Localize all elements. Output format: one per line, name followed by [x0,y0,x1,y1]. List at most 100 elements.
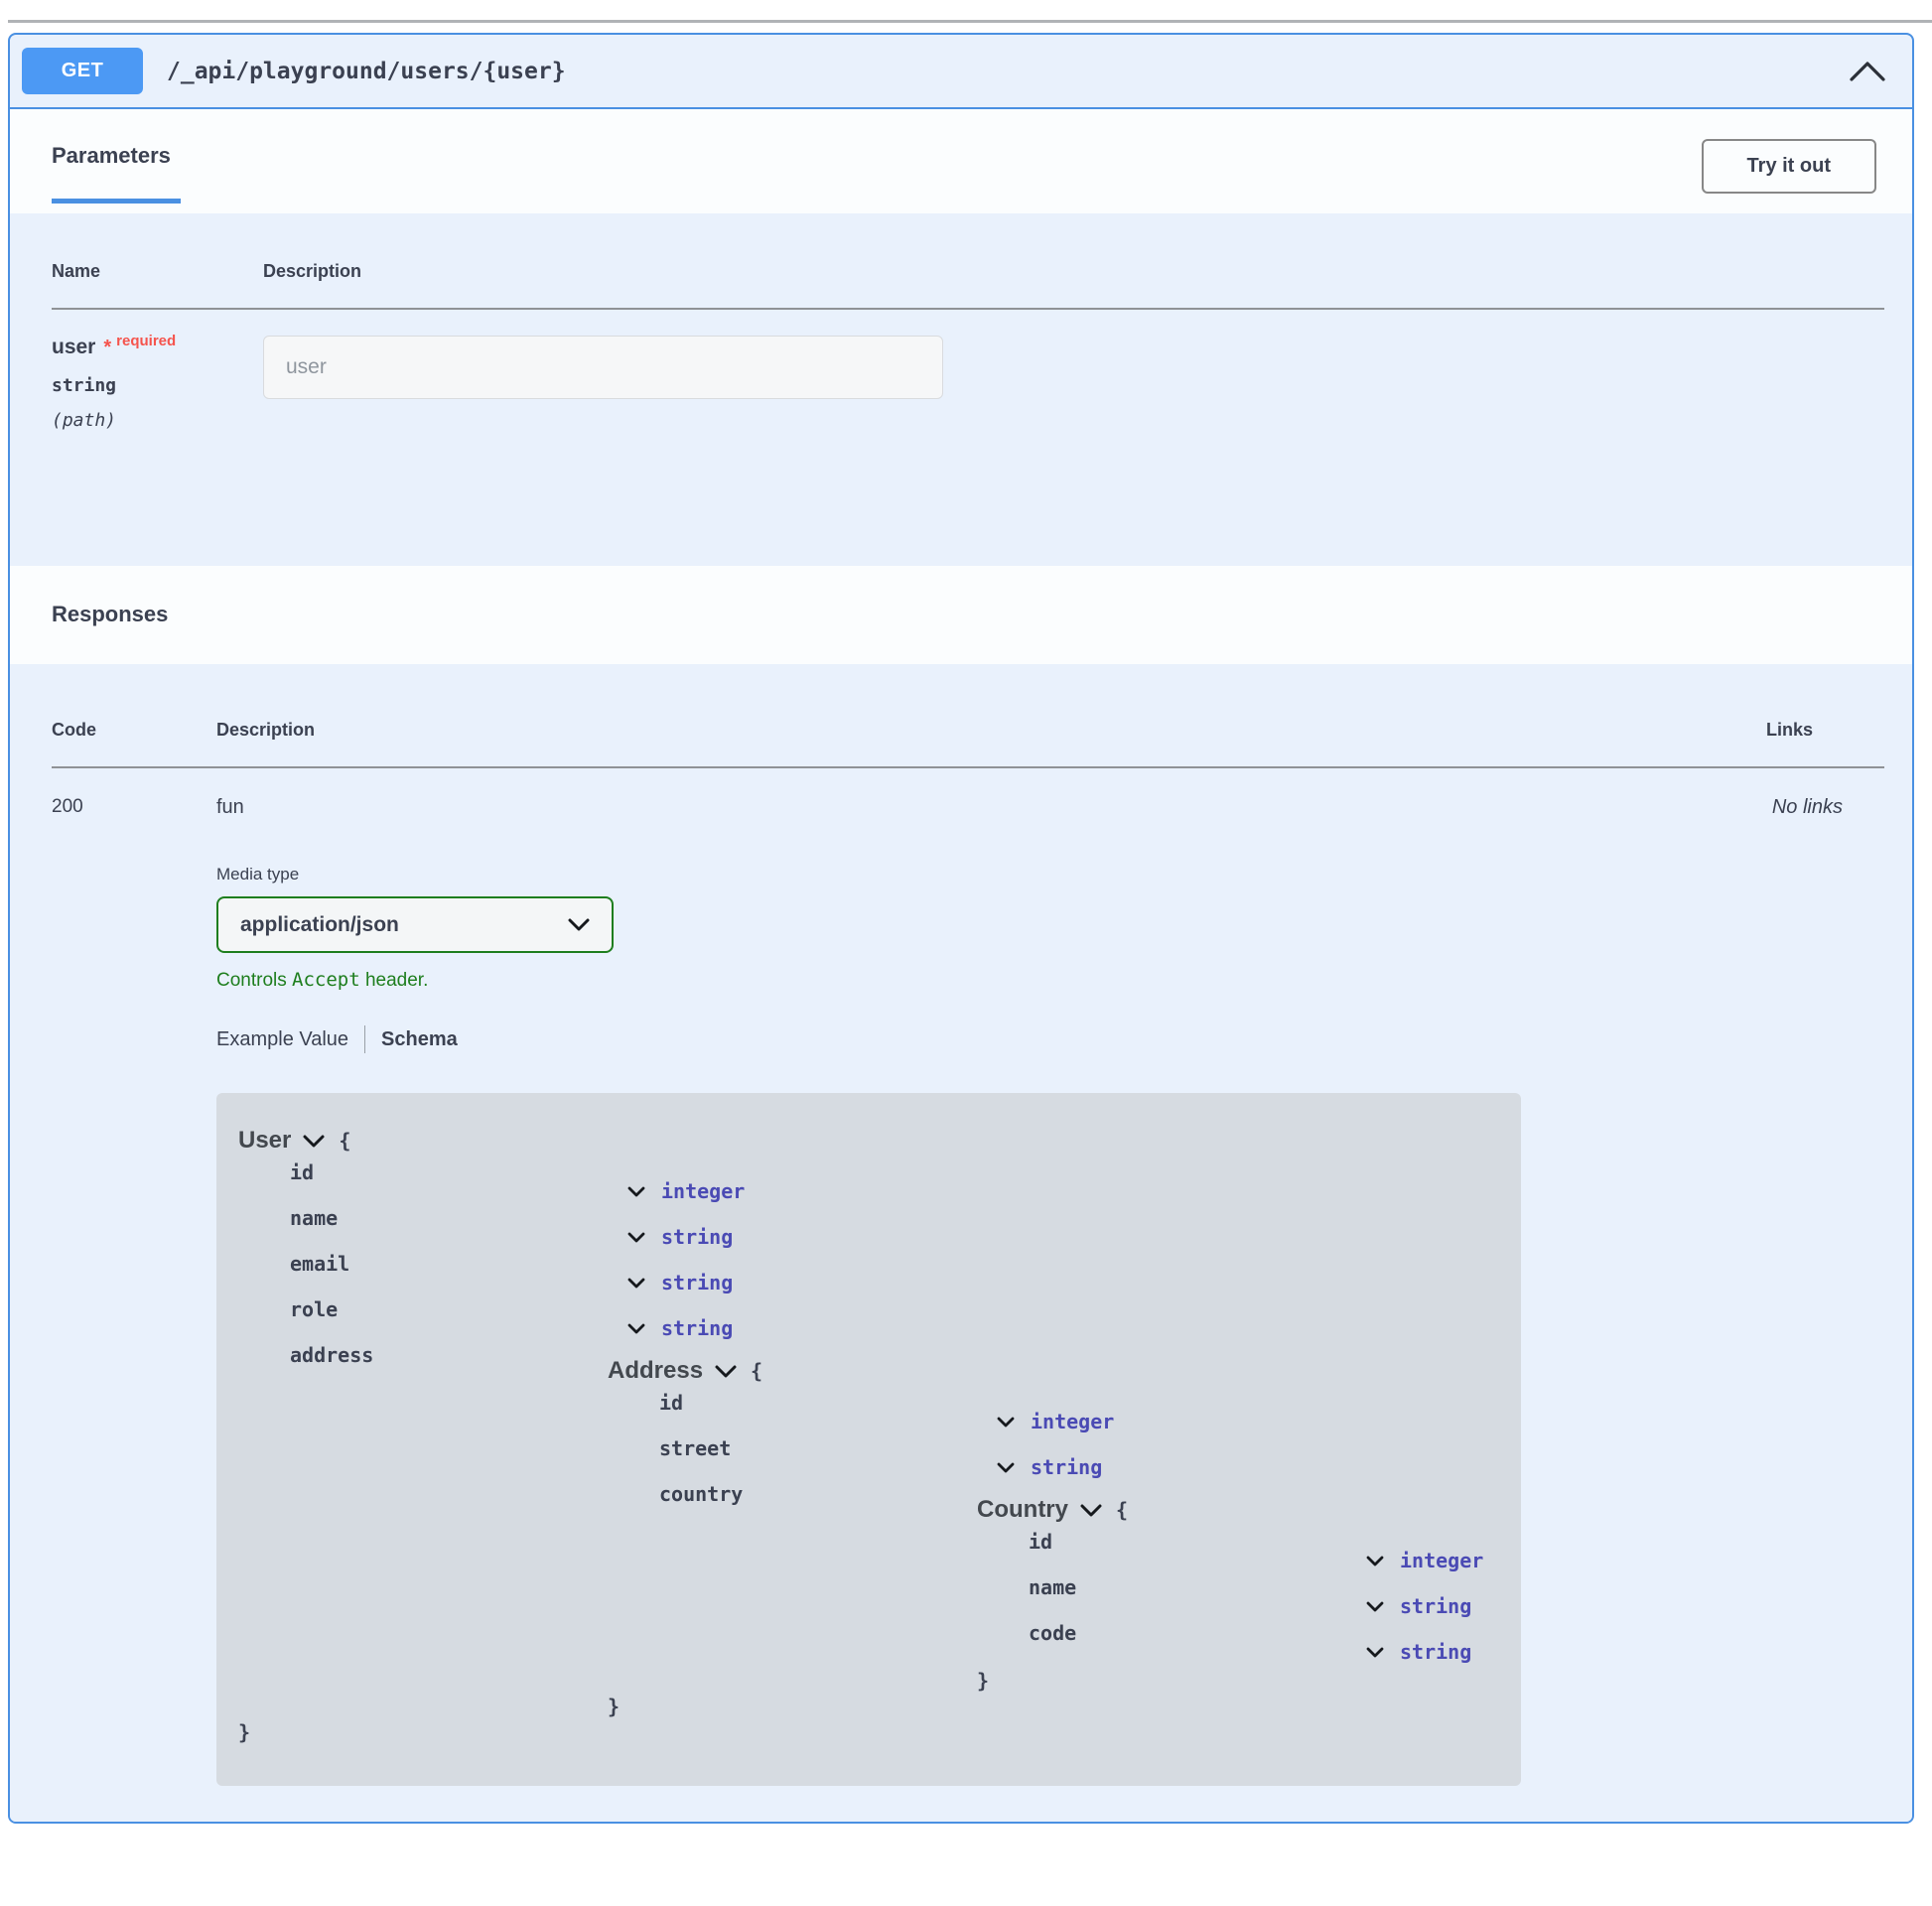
property-name: id [1029,1530,1053,1554]
schema-object-title: Country [977,1496,1068,1523]
tab-parameters[interactable]: Parameters [52,143,181,204]
brace-close: } [608,1695,621,1718]
schema-property-row: country Country { [659,1482,1483,1693]
column-header-links: Links [1765,720,1813,740]
chevron-down-icon [627,1232,645,1242]
property-type-toggle[interactable]: integer [1366,1549,1483,1572]
property-type: string [1400,1640,1472,1664]
parameters-band: Parameters Try it out [10,109,1912,213]
property-type-toggle[interactable]: integer [997,1410,1114,1433]
property-type: string [1031,1455,1103,1479]
chevron-down-icon [1366,1556,1384,1566]
response-row: 200 fun Media type application/json Cont… [52,796,1884,1786]
schema-property-row: id integer [659,1391,1483,1436]
responses-table-header: Code Description Links [52,720,1884,741]
property-type-toggle[interactable]: string [627,1271,733,1294]
schema-property-row: address Address { id [290,1343,1501,1718]
property-name: code [1029,1621,1077,1645]
response-links: No links [1771,796,1843,818]
chevron-down-icon [627,1323,645,1333]
parameters-table: Name Description user * required string (p… [10,213,1912,566]
chevron-down-icon [715,1365,737,1377]
chevron-down-icon [997,1417,1015,1427]
chevron-down-icon [1080,1504,1102,1516]
property-type: string [1400,1594,1472,1618]
response-description: fun [216,796,244,818]
response-code: 200 [52,796,83,817]
property-type-toggle[interactable]: string [627,1225,733,1249]
brace-close: } [977,1669,990,1693]
collapse-chevron-icon[interactable] [1849,61,1886,82]
chevron-down-icon [627,1278,645,1288]
brace-open: { [751,1359,763,1383]
schema-property-row: id integer [1029,1530,1483,1575]
property-type: string [661,1225,734,1249]
parameter-type: string [52,375,117,396]
property-type-toggle[interactable]: string [627,1316,733,1340]
chevron-down-icon [627,1186,645,1196]
schema-model-box: User { id integer [216,1093,1521,1786]
schema-object-country: Country { id [977,1496,1483,1693]
parameter-name-cell: user * required string (path) [52,333,263,431]
chevron-down-icon [568,918,590,931]
schema-object-title: User [238,1127,292,1154]
property-name: country [659,1482,744,1506]
property-type: integer [1031,1410,1115,1433]
property-name: name [290,1206,339,1230]
property-type: string [661,1271,734,1294]
tab-schema[interactable]: Schema [381,1027,458,1050]
media-type-selected: application/json [240,912,399,936]
brace-open: { [1116,1498,1129,1522]
schema-object-user: User { id integer [238,1127,1501,1744]
property-type: integer [661,1179,746,1203]
property-name: street [659,1436,732,1460]
brace-close: } [238,1720,251,1744]
property-type-toggle[interactable]: integer [627,1179,745,1203]
column-header-description: Description [216,720,316,740]
property-type-toggle[interactable]: string [997,1455,1102,1479]
schema-property-row: name string [290,1206,1501,1252]
hint-suffix: header. [359,970,429,991]
property-name: address [290,1343,374,1367]
property-name: role [290,1297,339,1321]
schema-object-country-toggle[interactable]: Country { [977,1496,1483,1524]
operation-header[interactable]: GET /_api/playground/users/{user} [10,35,1912,109]
property-name: id [290,1160,315,1184]
schema-property-row: role string [290,1297,1501,1343]
try-it-out-button[interactable]: Try it out [1701,139,1876,194]
column-header-code: Code [52,720,96,740]
accept-header-hint: Controls Accept header. [216,969,1656,992]
table-header-divider [52,766,1884,768]
schema-object-user-toggle[interactable]: User { [238,1127,1501,1155]
chevron-down-icon [1366,1601,1384,1611]
tab-separator [364,1025,366,1053]
parameter-name: user [52,336,96,358]
method-badge: GET [22,48,143,94]
operation-path: /_api/playground/users/{user} [167,58,566,84]
property-type-toggle[interactable]: string [1366,1594,1471,1618]
response-description-cell: fun Media type application/json Controls… [216,796,1656,1786]
operation-panel: GET /_api/playground/users/{user} Parame… [8,33,1914,1824]
property-type-toggle[interactable]: string [1366,1640,1471,1664]
table-header-divider [52,308,1884,310]
schema-object-address-toggle[interactable]: Address { [608,1357,1483,1385]
chevron-down-icon [303,1135,325,1147]
schema-property-row: code string [1029,1621,1483,1667]
required-label: required [116,333,177,349]
media-type-select[interactable]: application/json [216,896,614,953]
schema-property-row: id integer [290,1160,1501,1206]
tab-example-value[interactable]: Example Value [216,1027,349,1050]
chevron-down-icon [1366,1647,1384,1657]
schema-property-row: street string [659,1436,1483,1482]
responses-table: Code Description Links 200 fun Media typ… [10,664,1912,1822]
schema-object-title: Address [608,1357,704,1384]
chevron-down-icon [997,1462,1015,1472]
response-links-cell: No links [1656,796,1884,1786]
property-name: id [659,1391,684,1415]
parameter-row: user * required string (path) [52,310,1884,431]
parameter-value-input[interactable] [263,336,943,399]
model-view-tabs: Example Value Schema [216,1025,1656,1053]
responses-band: Responses [10,566,1912,664]
required-star: * [103,337,112,358]
schema-property-row: email string [290,1252,1501,1297]
